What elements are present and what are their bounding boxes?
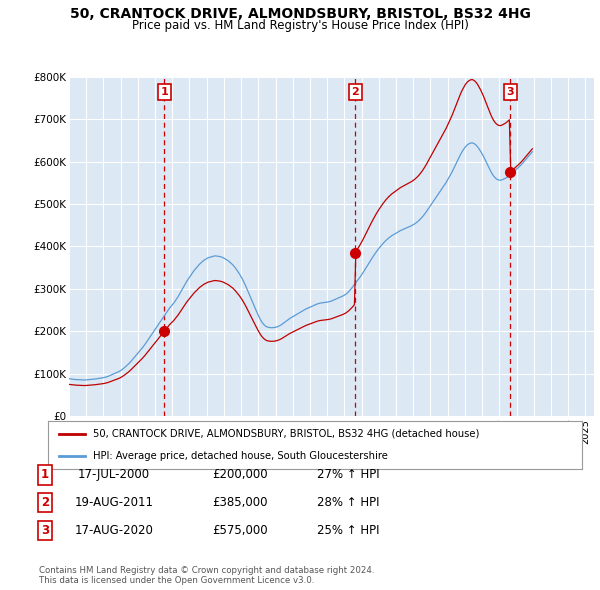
- Text: 28% ↑ HPI: 28% ↑ HPI: [317, 496, 379, 509]
- Text: 25% ↑ HPI: 25% ↑ HPI: [317, 524, 379, 537]
- Text: Price paid vs. HM Land Registry's House Price Index (HPI): Price paid vs. HM Land Registry's House …: [131, 19, 469, 32]
- Text: 3: 3: [506, 87, 514, 97]
- Text: HPI: Average price, detached house, South Gloucestershire: HPI: Average price, detached house, Sout…: [94, 451, 388, 461]
- Text: 27% ↑ HPI: 27% ↑ HPI: [317, 468, 379, 481]
- Text: £200,000: £200,000: [212, 468, 268, 481]
- Text: 2: 2: [41, 496, 49, 509]
- Text: £385,000: £385,000: [212, 496, 268, 509]
- Text: Contains HM Land Registry data © Crown copyright and database right 2024.
This d: Contains HM Land Registry data © Crown c…: [39, 566, 374, 585]
- Text: 50, CRANTOCK DRIVE, ALMONDSBURY, BRISTOL, BS32 4HG (detached house): 50, CRANTOCK DRIVE, ALMONDSBURY, BRISTOL…: [94, 429, 480, 439]
- Text: 3: 3: [41, 524, 49, 537]
- Text: 1: 1: [160, 87, 168, 97]
- Text: 1: 1: [41, 468, 49, 481]
- Text: 19-AUG-2011: 19-AUG-2011: [74, 496, 154, 509]
- Text: 2: 2: [352, 87, 359, 97]
- Text: 17-JUL-2000: 17-JUL-2000: [78, 468, 150, 481]
- Text: 50, CRANTOCK DRIVE, ALMONDSBURY, BRISTOL, BS32 4HG: 50, CRANTOCK DRIVE, ALMONDSBURY, BRISTOL…: [70, 7, 530, 21]
- Text: £575,000: £575,000: [212, 524, 268, 537]
- Text: 17-AUG-2020: 17-AUG-2020: [74, 524, 154, 537]
